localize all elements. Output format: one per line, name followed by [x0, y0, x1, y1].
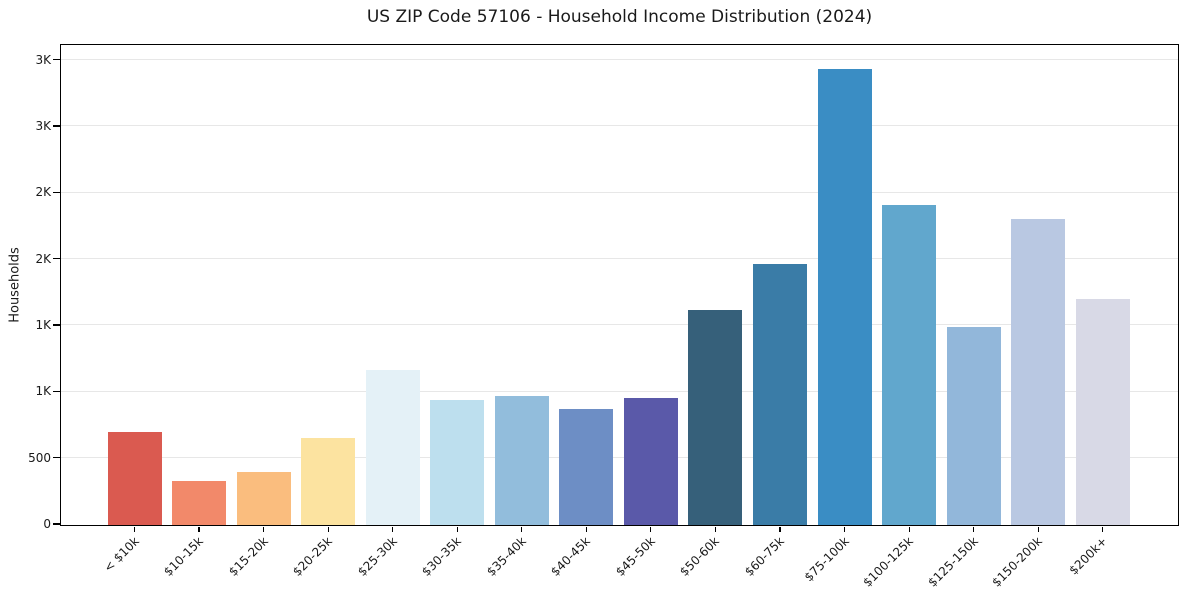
x-tick-mark	[650, 526, 652, 532]
y-tick-label: 1K	[35, 317, 51, 332]
x-tick-label: $100-125k	[860, 534, 916, 590]
bar	[688, 310, 743, 525]
x-tick-mark	[198, 526, 200, 532]
x-tick-label: $15-20k	[225, 534, 271, 579]
y-tick-label: 2K	[35, 185, 51, 200]
x-tick-label: $40-45k	[548, 534, 594, 579]
y-tick-label: 3K	[35, 52, 51, 67]
y-tick-label: 1K	[35, 384, 51, 399]
y-tick-label: 3K	[35, 118, 51, 133]
chart-title: US ZIP Code 57106 - Household Income Dis…	[366, 7, 873, 27]
x-tick-mark	[263, 526, 265, 532]
x-tick-mark	[327, 526, 329, 532]
x-tick-mark	[521, 526, 523, 532]
y-tick-mark	[53, 523, 60, 525]
bar	[107, 432, 162, 525]
bar	[623, 397, 678, 525]
x-tick-label: $200k+	[1066, 534, 1110, 578]
y-tick-mark	[53, 324, 60, 326]
y-tick-mark	[53, 457, 60, 459]
bar	[1075, 299, 1130, 525]
bar	[1011, 219, 1066, 525]
x-tick-label: $75-100k	[801, 534, 852, 585]
bar	[817, 68, 872, 525]
bar	[753, 263, 807, 525]
x-tick-mark	[908, 526, 910, 532]
x-tick-mark	[585, 526, 587, 532]
x-tick-mark	[456, 526, 458, 532]
x-tick-label: $20-25k	[290, 534, 336, 579]
gridline	[61, 191, 1178, 193]
x-tick-mark	[392, 526, 394, 532]
gridline	[61, 457, 1178, 459]
x-tick-label: $35-40k	[483, 534, 529, 579]
bar	[365, 370, 420, 525]
x-tick-label: $50-60k	[677, 534, 723, 579]
x-tick-mark	[1037, 526, 1039, 532]
x-tick-mark	[714, 526, 717, 532]
x-tick-label: $150-200k	[989, 534, 1046, 590]
bar	[236, 471, 291, 525]
y-tick-mark	[53, 125, 60, 127]
bar	[559, 408, 614, 525]
bar	[882, 204, 937, 525]
y-tick-mark	[53, 58, 60, 61]
y-tick-label: 2K	[35, 251, 51, 266]
gridline	[61, 59, 1178, 61]
gridline	[61, 258, 1178, 260]
x-tick-label: < $10k	[100, 534, 142, 575]
x-tick-mark	[843, 526, 846, 532]
x-tick-label: $30-35k	[419, 534, 465, 579]
bar	[946, 327, 1001, 525]
bar	[430, 400, 485, 525]
gridline	[61, 324, 1178, 326]
y-tick-label: 0	[43, 517, 51, 531]
x-tick-label: $125-150k	[924, 534, 981, 590]
x-tick-mark	[133, 526, 136, 532]
gridline	[61, 390, 1178, 392]
x-tick-mark	[973, 526, 975, 532]
x-tick-label: $60-75k	[742, 534, 787, 579]
x-tick-label: $10-15k	[161, 534, 206, 579]
y-tick-mark	[53, 191, 60, 193]
bar	[172, 480, 227, 525]
x-tick-mark	[1102, 526, 1104, 532]
bar	[301, 438, 356, 525]
y-tick-label: 500	[28, 450, 51, 465]
x-tick-label: $25-30k	[354, 534, 400, 579]
y-tick-mark	[53, 258, 60, 260]
gridline	[61, 125, 1178, 127]
plot-area: 0 500 1K 1K 2K 2K 3K 3K < $10k $10-15k $15-20k $20-…	[28, 44, 1179, 590]
x-tick-label: $45-50k	[612, 534, 658, 579]
bar	[494, 396, 549, 525]
x-tick-mark	[779, 526, 781, 532]
y-tick-mark	[53, 390, 60, 392]
